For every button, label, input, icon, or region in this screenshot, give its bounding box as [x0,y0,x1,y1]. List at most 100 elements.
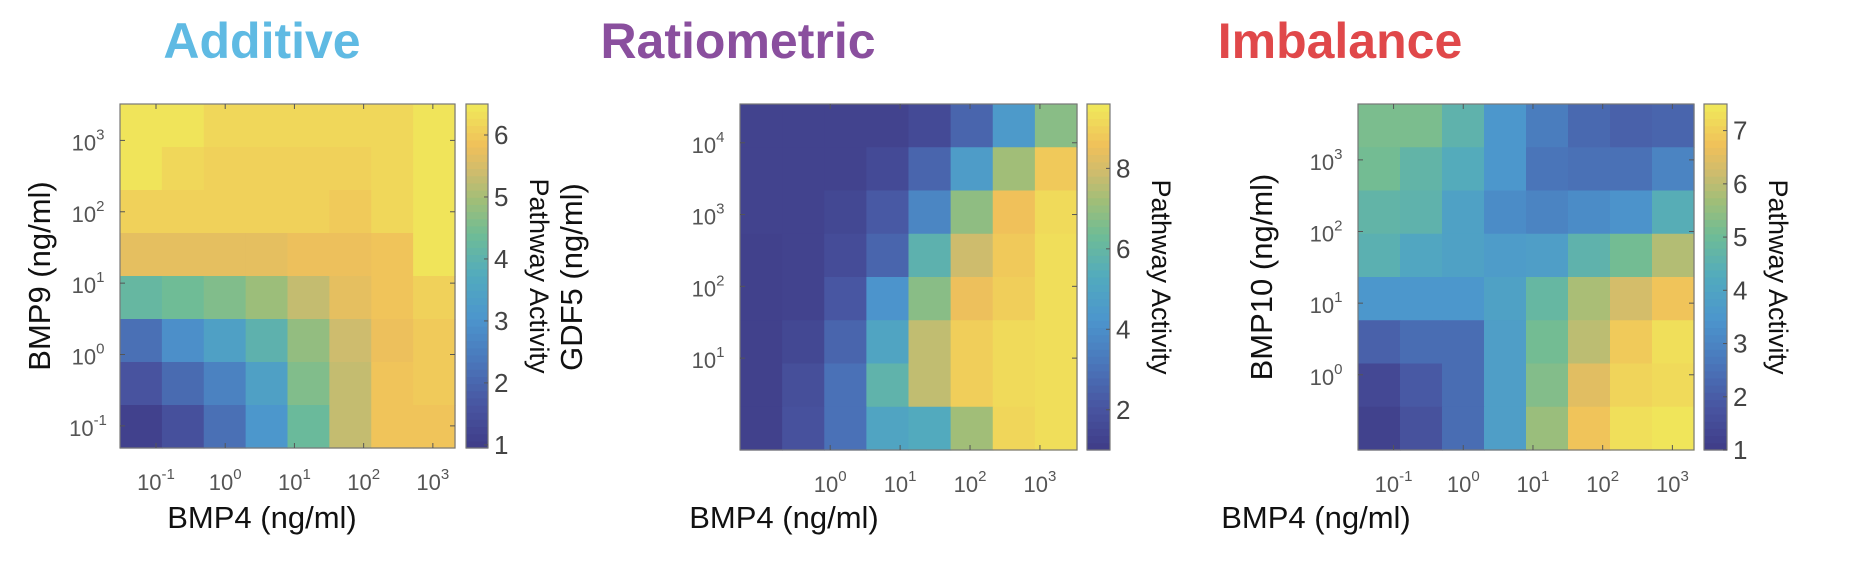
colorbar-frame [1703,103,1728,451]
heatmap-cell [287,362,330,406]
heatmap-cell [950,104,994,148]
heatmap-cell [1652,233,1695,278]
colorbar-segment [466,240,488,248]
heatmap-cell [1568,363,1611,408]
heatmap-cell [1484,320,1527,365]
heatmap-cell [287,147,330,191]
colorbar-segment [466,154,488,162]
heatmap-cell [992,277,1036,321]
colorbar-tick-label: 6 [494,120,508,150]
axes-frame [119,103,456,449]
heatmap-cell [120,276,163,320]
colorbar-label: Pathway Activity [524,178,554,374]
heatmap-cell [371,190,414,234]
colorbar-segment [466,190,488,198]
colorbar-segment [1087,255,1110,264]
colorbar-segment [1087,176,1110,184]
colorbar-segment [1704,190,1727,199]
colorbar-segment [1704,377,1727,386]
heatmap-cell [203,104,247,148]
colorbar-segment [466,397,488,406]
colorbar-segment [1087,385,1110,393]
heatmap-cell [740,233,783,278]
colorbar-segment [1087,320,1110,329]
heatmap-cell [908,277,952,321]
colorbar-segment [466,383,488,392]
colorbar-segment [466,218,488,227]
colorbar-segment [1704,428,1727,437]
colorbar-tick-label: 8 [1116,153,1130,183]
x-tick-exponent: 1 [908,468,916,485]
heatmap-cell [371,405,414,449]
colorbar-tick-label: 3 [494,306,508,336]
colorbar-segment [1704,341,1727,350]
heatmap-cell [1442,233,1485,278]
colorbar-segment [1087,377,1110,386]
colorbar-segment [466,326,488,334]
axes-frame [1357,103,1695,451]
colorbar-segment [1704,320,1727,329]
colorbar-segment [1087,421,1110,429]
heatmap-cell [161,233,205,277]
heatmap-cell [740,320,783,365]
y-tick-label: 100 [72,341,105,370]
colorbar-segment [466,204,488,213]
colorbar-segment [466,261,488,270]
heatmap-cell [908,363,952,408]
heatmap-cell [371,276,414,320]
colorbar-segment [466,440,488,449]
heatmap-cell [1526,104,1569,148]
heatmap-cell [287,104,330,148]
heatmap-cell [413,362,456,406]
colorbar-segment [466,139,488,148]
colorbar-segment [1704,284,1727,293]
heatmap-cell [1526,147,1569,192]
colorbar-segment [1704,154,1727,163]
colorbar-segment [466,290,488,299]
heatmap-cell [245,405,289,449]
heatmap-cell [413,405,456,449]
heatmap-cell [287,190,330,234]
heatmap-cell [1610,363,1653,408]
colorbar-segment [466,197,488,205]
colorbar-segment [1704,240,1727,249]
colorbar-segment [1704,219,1727,228]
heatmap-cell [1034,406,1078,451]
colorbar: 2 4 6 8 Pathway Activity [1086,103,1176,451]
heatmap-cell [287,276,330,320]
y-axis-label: BMP9 (ng/ml) [22,181,57,370]
colorbar-label: Pathway Activity [1146,179,1176,375]
heatmap-cell [1484,147,1527,192]
heatmap-cell [992,147,1036,192]
heatmap-cell [908,190,952,235]
colorbar-segment [1704,204,1727,213]
heatmap-cell [740,104,783,148]
x-tick-exponent: -1 [162,466,175,483]
colorbar-segment [1087,363,1110,372]
y-tick-exponent: 1 [1334,289,1342,306]
colorbar-segment [1704,370,1727,379]
colorbar-segment [466,111,488,119]
x-tick-exponent: 3 [1680,468,1688,485]
heatmap-cell [740,363,783,408]
heatmap-cell [1652,363,1695,408]
colorbar-segment [1087,298,1110,307]
heatmap-cell [287,405,330,449]
colorbar-segment [1087,406,1110,415]
heatmap-cell [245,276,289,320]
colorbar-tick-label: 5 [1733,222,1747,252]
y-tick-exponent: 4 [716,129,724,146]
heatmap-cell [1358,277,1401,321]
y-tick-label: 102 [72,198,105,227]
heatmap-cell [1610,104,1653,148]
heatmap-cell [740,277,783,321]
colorbar-segment [1087,154,1110,163]
x-axis-label: BMP4 (ng/ml) [1221,500,1410,535]
heatmap-cell [1568,104,1611,148]
colorbar-segment [1087,269,1110,278]
heatmap-cell [740,190,783,235]
colorbar-segment [1087,305,1110,314]
colorbar-segment [1087,212,1110,220]
colorbar: 1 2 3 4 5 6 7 Pathway Activity [1703,103,1793,465]
heatmap-cell [824,320,867,365]
